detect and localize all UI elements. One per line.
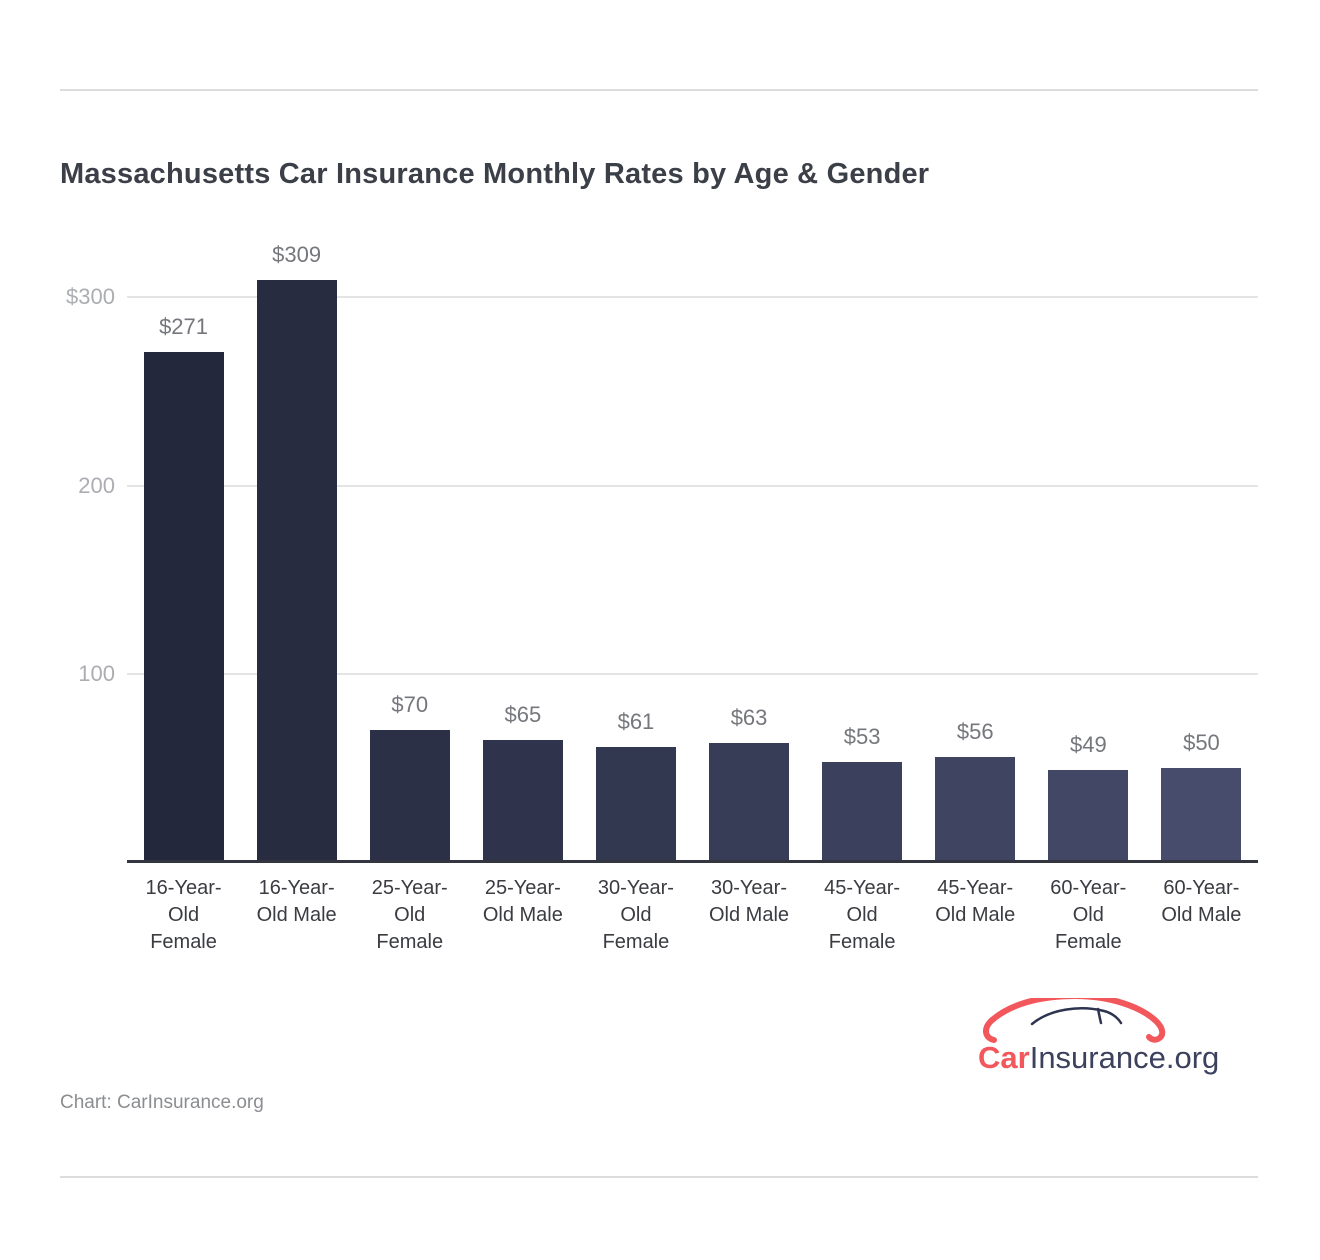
chart-plot-wrapper: $300 200 100 $271 $309 $70 $65 $61 $63 $53 $56 $49… xyxy=(60,220,1258,863)
y-axis: $300 200 100 xyxy=(60,220,115,862)
x-axis-labels: 16-Year- Old Female 16-Year- Old Male 25-Year… xyxy=(127,862,1258,956)
x-axis-label: 16-Year- Old Male xyxy=(256,877,337,926)
x-axis-label: 30-Year- Old Male xyxy=(709,877,790,926)
x-axis-label: 25-Year- Old Female xyxy=(371,877,448,953)
y-tick-label: 100 xyxy=(78,660,115,686)
x-axis-label: 16-Year- Old Female xyxy=(145,877,222,953)
chart-credit: Chart: CarInsurance.org xyxy=(60,1092,264,1113)
x-axis-label: 60-Year- Old Female xyxy=(1050,877,1127,953)
x-axis-label: 30-Year- Old Female xyxy=(597,877,674,953)
bar-30-year-old-male xyxy=(709,743,790,862)
chart-title: Massachusetts Car Insurance Monthly Rate… xyxy=(60,158,930,190)
plot-area: $271 $309 $70 $65 $61 $63 $53 $56 $49 $50 xyxy=(127,220,1258,862)
bar-30-year-old-female xyxy=(595,747,676,862)
car-roofline-icon xyxy=(1030,1007,1123,1026)
y-tick-label: 200 xyxy=(78,472,115,498)
bar-25-year-old-male xyxy=(482,739,563,862)
bar-45-year-old-female xyxy=(822,762,903,862)
bar-25-year-old-female xyxy=(369,730,450,862)
bottom-divider xyxy=(60,1176,1258,1178)
gridline xyxy=(127,296,1258,299)
x-axis-label: 60-Year- Old Male xyxy=(1161,877,1242,926)
logo-text-org: .org xyxy=(1166,1040,1219,1075)
bar-value-label: $271 xyxy=(159,313,209,339)
bar-value-label: $61 xyxy=(617,709,655,735)
x-axis-label: 25-Year- Old Male xyxy=(482,877,563,926)
bar-value-label: $49 xyxy=(1069,731,1107,757)
bar-45-year-old-male xyxy=(935,756,1016,862)
car-outline-icon xyxy=(983,992,1166,1043)
carinsurance-logo: CarInsurance.org xyxy=(978,992,1222,1078)
bar-value-label: $309 xyxy=(272,242,322,268)
bar-chart: $300 200 100 $271 $309 $70 $65 $61 $63 $53 $56 $49… xyxy=(60,220,1258,956)
bar-value-label: $65 xyxy=(504,701,542,727)
gridline xyxy=(127,484,1258,487)
bar-value-label: $53 xyxy=(843,724,881,750)
bar-value-label: $63 xyxy=(730,705,768,731)
gridline xyxy=(127,672,1258,675)
bar-60-year-old-male xyxy=(1161,767,1242,862)
logo-text: CarInsurance.org xyxy=(978,1040,1219,1075)
bar-value-label: $56 xyxy=(956,718,994,744)
logo-text-insurance: Insurance xyxy=(1030,1040,1166,1075)
bar-60-year-old-female xyxy=(1048,769,1129,862)
bar-value-label: $50 xyxy=(1183,729,1220,755)
logo-text-car: Car xyxy=(978,1040,1030,1075)
y-tick-label: $300 xyxy=(66,284,115,310)
x-axis-label: 45-Year- Old Female xyxy=(824,877,901,953)
carinsurance-logo-svg: CarInsurance.org xyxy=(978,992,1219,1075)
x-axis-line xyxy=(127,860,1258,863)
top-divider xyxy=(60,89,1258,91)
x-axis-label: 45-Year- Old Male xyxy=(935,877,1016,926)
bar-value-label: $70 xyxy=(391,692,429,718)
bar-16-year-old-female xyxy=(143,351,224,862)
bar-16-year-old-male xyxy=(256,280,337,862)
